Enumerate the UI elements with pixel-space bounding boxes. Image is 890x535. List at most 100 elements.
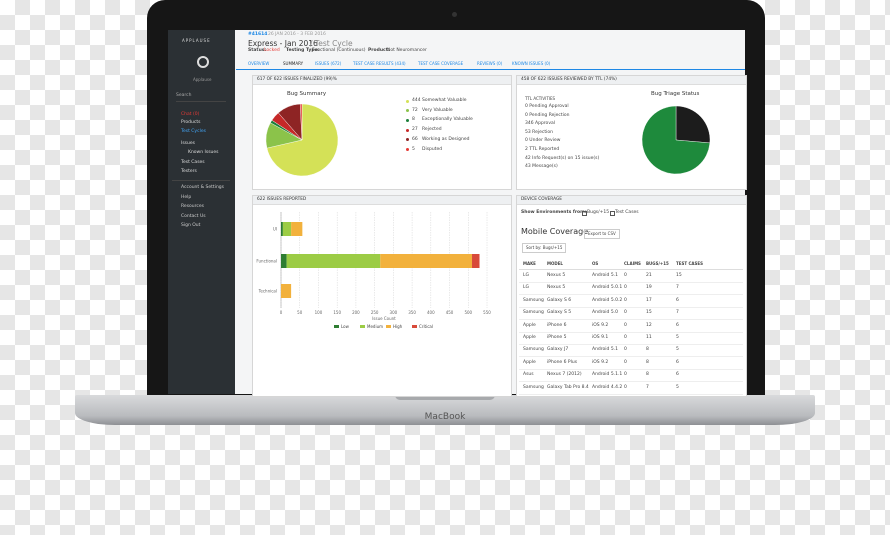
bar: [291, 222, 303, 236]
legend-swatch: [406, 99, 409, 103]
activity: 53 Rejection: [525, 129, 553, 135]
table-cell: Android 4.4.2: [592, 384, 623, 390]
activity: 0 Pending Rejection: [525, 112, 570, 118]
cycle-subtitle: / Test Cycle: [310, 39, 353, 48]
table-cell: iOS 9.2: [592, 359, 609, 365]
table-cell: Android 5.0: [592, 310, 618, 316]
menu-item[interactable]: Help: [181, 194, 192, 200]
table-cell: 7: [646, 384, 649, 390]
legend-value: 8: [412, 117, 415, 123]
table-cell: 15: [646, 310, 652, 316]
table-cell: Galaxy J7: [547, 347, 569, 353]
legend-label: Working as Designed: [422, 136, 470, 142]
activity: 42 Info Request(s) on 15 issue(s): [525, 155, 600, 161]
legend-swatch: [406, 148, 409, 151]
menu-item[interactable]: Account & Settings: [181, 185, 224, 190]
menu-item[interactable]: Known Issues: [188, 150, 219, 155]
table-cell: Android 5.1: [592, 273, 618, 278]
table-cell: iPhone 5: [547, 335, 567, 340]
table-cell: 7: [676, 310, 679, 316]
table-cell: iOS 9.2: [592, 322, 609, 328]
sort-dropdown[interactable]: Sort by: Bugs/+15: [522, 243, 567, 253]
legend-value: 66: [412, 136, 418, 142]
y-tick-label: UI: [273, 227, 277, 232]
option-label: Bugs/+15: [587, 210, 610, 215]
menu-item[interactable]: Chat (0): [181, 112, 200, 117]
table-cell: 6: [676, 322, 679, 328]
tab[interactable]: KNOWN ISSUES (0): [512, 61, 551, 66]
x-tick-label: 300: [390, 310, 398, 315]
header-rule: [519, 269, 743, 270]
menu-item[interactable]: Test Cases: [181, 160, 205, 165]
menu-item[interactable]: Resources: [181, 204, 204, 209]
x-tick-label: 550: [483, 310, 491, 315]
x-tick-label: 250: [371, 310, 379, 315]
menu-item[interactable]: Test Cycles: [181, 129, 206, 134]
checkbox[interactable]: [582, 211, 587, 216]
table-cell: Nexus 5: [547, 285, 566, 291]
table-cell: 0: [624, 273, 627, 278]
menu-item[interactable]: Products: [181, 120, 201, 125]
x-tick-label: 500: [464, 310, 472, 315]
menu-item[interactable]: Sign Out: [181, 223, 201, 228]
menu-item[interactable]: Issues: [181, 141, 195, 146]
column-header: MAKE: [523, 261, 536, 266]
table-cell: Android 5.0.1: [592, 285, 623, 291]
tab-underline: [236, 69, 745, 70]
table-cell: 11: [646, 335, 652, 340]
export-button[interactable]: Export to CSV: [584, 229, 620, 239]
table-cell: Samsung: [523, 347, 544, 353]
table-cell: 0: [624, 347, 627, 353]
status: Locked: [264, 48, 280, 53]
menu-item[interactable]: Testers: [181, 169, 197, 174]
search[interactable]: Search: [176, 93, 226, 102]
bar: [472, 254, 480, 268]
column-header: BUGS/+15: [646, 261, 669, 266]
row-rule: [519, 381, 743, 383]
cycle-id: #41614: [248, 32, 268, 37]
tab[interactable]: TEST CASE COVERAGE: [418, 61, 464, 66]
x-tick-label: 450: [446, 310, 454, 315]
table-cell: Android 5.1.1: [592, 372, 623, 378]
legend-swatch: [406, 128, 409, 132]
tab[interactable]: OVERVIEW: [248, 61, 270, 66]
logo: [197, 56, 209, 68]
checkbox[interactable]: [610, 211, 615, 216]
table-cell: Samsung: [523, 297, 544, 303]
app-name: Applause: [193, 77, 212, 82]
bar: [380, 254, 473, 268]
menu-item[interactable]: Contact Us: [181, 213, 206, 219]
legend-value: 444: [412, 98, 421, 103]
status-label: Status:: [248, 48, 267, 53]
table-cell: 5: [676, 384, 679, 390]
tab[interactable]: REVIEWS (0): [477, 61, 503, 66]
y-tick-label: Technical: [258, 289, 277, 294]
tab[interactable]: SUMMARY: [283, 61, 304, 66]
column-header: MODEL: [547, 261, 563, 266]
column-header: CLAIMS: [624, 261, 641, 266]
table-cell: LG: [523, 285, 529, 291]
activity: 43 Message(s): [525, 164, 558, 170]
camera: [452, 12, 457, 17]
table-title: Mobile Coverage: [521, 227, 589, 236]
table-cell: 5: [676, 347, 679, 353]
row-rule: [519, 319, 743, 321]
tab[interactable]: ISSUES (672): [315, 61, 342, 66]
table-cell: 0: [624, 310, 627, 316]
type-label: Testing Type:: [286, 48, 320, 53]
bar: [282, 222, 292, 236]
laptop-base: [75, 395, 815, 425]
panel-header: 622 ISSUES REPORTED: [253, 196, 511, 205]
table-cell: 8: [646, 359, 649, 365]
legend-swatch: [406, 138, 409, 142]
table-cell: 6: [676, 359, 679, 365]
product: Not Neuromancer: [387, 48, 427, 53]
legend-swatch: [412, 325, 417, 328]
row-rule: [519, 306, 743, 308]
table-cell: 0: [624, 335, 627, 340]
bar: [281, 254, 287, 268]
tab[interactable]: TEST CASE RESULTS (434): [353, 61, 406, 66]
table-cell: Asus: [523, 372, 534, 378]
